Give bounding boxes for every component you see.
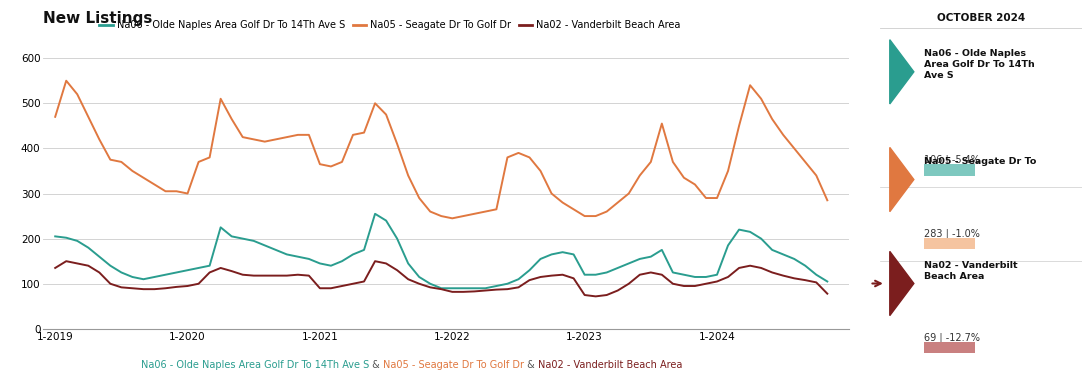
Text: Na02 - Vanderbilt Beach Area: Na02 - Vanderbilt Beach Area bbox=[538, 360, 682, 370]
Text: 283 | -1.0%: 283 | -1.0% bbox=[924, 229, 980, 239]
Text: 69 | -12.7%: 69 | -12.7% bbox=[924, 333, 980, 343]
Bar bbox=[924, 164, 975, 176]
Polygon shape bbox=[889, 251, 914, 316]
Text: Na02 - Vanderbilt
Beach Area: Na02 - Vanderbilt Beach Area bbox=[924, 261, 1018, 281]
Polygon shape bbox=[889, 147, 914, 212]
Polygon shape bbox=[889, 40, 914, 104]
Text: OCTOBER 2024: OCTOBER 2024 bbox=[937, 13, 1025, 23]
Text: New Listings: New Listings bbox=[43, 11, 153, 26]
Text: &: & bbox=[369, 360, 383, 370]
Bar bbox=[924, 238, 975, 249]
Text: Na05 - Seagate Dr To
Golf Dr: Na05 - Seagate Dr To Golf Dr bbox=[924, 157, 1037, 177]
Text: 106 | -5.4%: 106 | -5.4% bbox=[924, 155, 980, 166]
Text: &: & bbox=[524, 360, 538, 370]
Legend: Na06 - Olde Naples Area Golf Dr To 14Th Ave S, Na05 - Seagate Dr To Golf Dr, Na0: Na06 - Olde Naples Area Golf Dr To 14Th … bbox=[95, 16, 685, 34]
Bar bbox=[924, 342, 975, 353]
Text: Na05 - Seagate Dr To Golf Dr: Na05 - Seagate Dr To Golf Dr bbox=[383, 360, 524, 370]
Text: Na06 - Olde Naples
Area Golf Dr To 14Th
Ave S: Na06 - Olde Naples Area Golf Dr To 14Th … bbox=[924, 49, 1034, 81]
Text: Na06 - Olde Naples Area Golf Dr To 14Th Ave S: Na06 - Olde Naples Area Golf Dr To 14Th … bbox=[141, 360, 369, 370]
